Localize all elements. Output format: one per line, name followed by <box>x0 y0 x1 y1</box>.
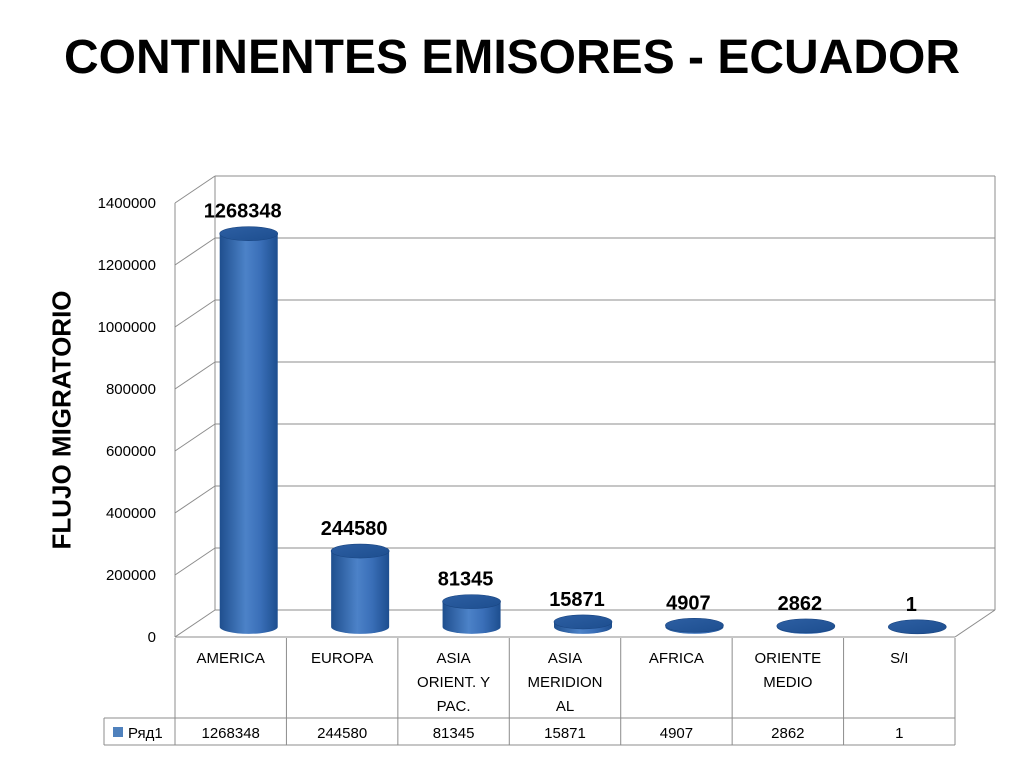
y-tick-label: 1400000 <box>98 195 156 212</box>
category-label: ASIA <box>548 650 582 667</box>
table-value: 15871 <box>544 725 586 742</box>
data-label: 1268348 <box>204 201 282 223</box>
data-label: 244580 <box>321 518 388 540</box>
data-table: AMERICA 1268348 EUROPA 244580 ASIA ORIENT. Y P… <box>103 638 956 746</box>
bars <box>219 226 947 635</box>
bar-cap <box>442 594 501 609</box>
gridline-side <box>174 547 216 576</box>
gridlines <box>174 175 996 638</box>
gridline-side <box>174 423 216 452</box>
y-tick-label: 800000 <box>106 381 156 398</box>
data-label: 4907 <box>666 592 711 614</box>
category-label: PAC. <box>437 698 471 715</box>
bar-body <box>442 601 501 634</box>
bar <box>219 226 279 634</box>
bar <box>442 594 501 634</box>
y-tick-label: 200000 <box>106 567 156 584</box>
bar <box>553 614 613 634</box>
gridline-side <box>174 237 216 266</box>
y-tick-label: 0 <box>148 629 156 646</box>
floor-right <box>954 609 996 638</box>
gridline-side <box>174 175 216 204</box>
bar-body <box>331 551 390 634</box>
category-label: ORIENTE <box>755 650 822 667</box>
table-value: 244580 <box>317 725 367 742</box>
category-label: AMERICA <box>197 650 265 667</box>
bar <box>665 618 724 634</box>
category-label: MERIDION <box>528 674 603 691</box>
data-label: 2862 <box>778 593 823 615</box>
bar-body <box>219 233 278 634</box>
y-tick-label: 1000000 <box>98 319 156 336</box>
category-label: EUROPA <box>311 650 373 667</box>
gridline-side <box>174 485 216 514</box>
bar <box>330 543 390 634</box>
category-label: ORIENT. Y <box>417 674 490 691</box>
y-tick-label: 400000 <box>106 505 156 522</box>
y-tick-label: 600000 <box>106 443 156 460</box>
category-label: S/I <box>890 650 908 667</box>
table-value: 1268348 <box>202 725 260 742</box>
bar-cap <box>553 614 613 630</box>
y-axis-ticks: 0 200000 400000 600000 800000 1000000 1200000 1… <box>98 195 156 646</box>
gridline-side <box>174 361 216 390</box>
table-value: 4907 <box>660 725 693 742</box>
bar-cap <box>776 618 836 634</box>
category-label: ASIA <box>436 650 470 667</box>
legend-key <box>113 727 123 737</box>
bar <box>776 618 836 634</box>
legend-series-name: Ряд1 <box>128 725 163 742</box>
data-label: 1 <box>906 594 917 616</box>
table-value: 81345 <box>433 725 475 742</box>
category-label: MEDIO <box>763 674 812 691</box>
bar-cap <box>887 619 947 635</box>
data-label: 81345 <box>438 569 494 591</box>
page-title: CONTINENTES EMISORES - ECUADOR <box>63 31 961 84</box>
gridline-side <box>174 609 216 638</box>
bar-cap <box>665 618 724 633</box>
y-tick-label: 1200000 <box>98 257 156 274</box>
category-label: AFRICA <box>649 650 704 667</box>
gridline-side <box>174 299 216 328</box>
bar-cap <box>330 543 390 559</box>
bar-cap <box>219 226 279 241</box>
bar <box>887 619 947 635</box>
data-label: 15871 <box>549 589 605 611</box>
category-label: AL <box>556 698 574 715</box>
table-value: 1 <box>895 725 903 742</box>
data-labels: 1268348 244580 81345 15871 4907 2862 1 <box>204 201 917 616</box>
table-value: 2862 <box>771 725 804 742</box>
